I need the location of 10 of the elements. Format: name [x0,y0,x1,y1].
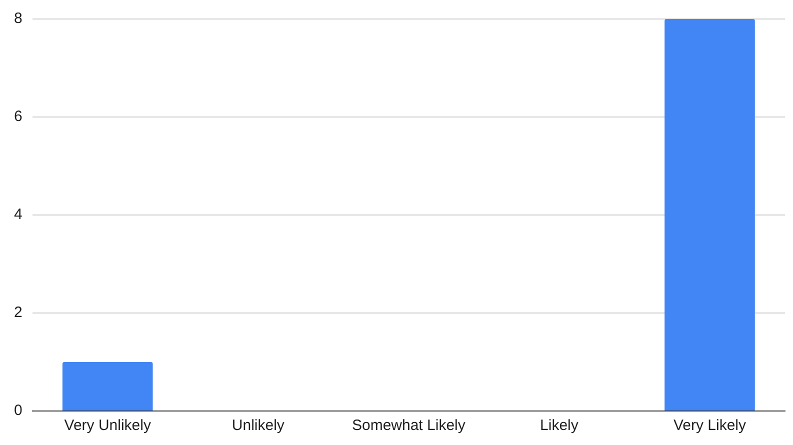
x-tick-label: Likely [540,417,579,434]
y-tick-label: 8 [14,10,22,28]
x-tick-label: Somewhat Likely [352,417,466,434]
x-tick-label: Unlikely [232,417,285,434]
x-tick-label: Very Likely [673,417,746,434]
x-tick-label: Very Unlikely [64,417,152,434]
y-tick-label: 2 [14,304,22,322]
y-tick-label: 0 [14,402,22,420]
y-tick-label: 4 [14,206,22,224]
y-tick-label: 6 [14,108,22,126]
